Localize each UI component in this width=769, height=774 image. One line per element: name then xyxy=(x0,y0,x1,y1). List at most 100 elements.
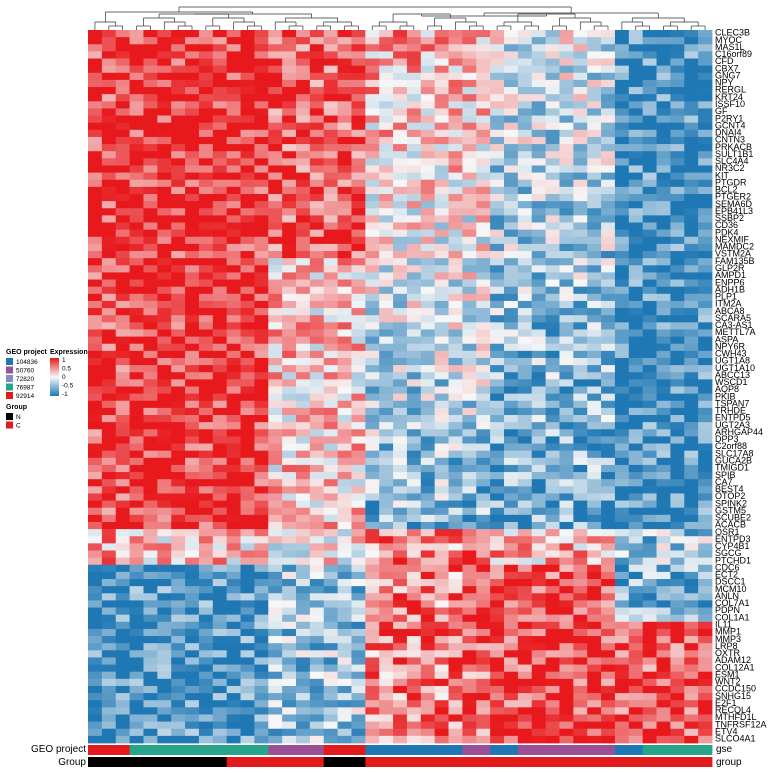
heatmap-cell xyxy=(614,657,630,665)
heatmap-cell xyxy=(212,329,228,337)
heatmap-cell xyxy=(517,94,533,102)
heatmap-cell xyxy=(296,628,311,637)
heatmap-cell xyxy=(309,678,325,687)
heatmap-cell xyxy=(157,286,172,295)
gene-label: CNTN3 xyxy=(715,135,745,145)
heatmap-cell xyxy=(434,714,449,723)
heatmap-cell xyxy=(559,678,574,687)
heatmap-cell xyxy=(365,272,380,280)
heatmap-cell xyxy=(323,650,338,658)
heatmap-cell xyxy=(462,657,477,665)
heatmap-cell xyxy=(323,208,338,216)
heatmap-cell xyxy=(198,643,214,651)
heatmap-cell xyxy=(628,350,644,359)
heatmap-cell xyxy=(698,236,713,245)
gse-annotation-cell xyxy=(573,745,588,755)
heatmap-cell xyxy=(406,136,422,145)
heatmap-cell xyxy=(448,51,463,59)
heatmap-cell xyxy=(601,215,616,223)
heatmap-cell xyxy=(642,357,657,366)
heatmap-cell xyxy=(296,122,311,131)
heatmap-cell xyxy=(587,308,602,316)
heatmap-cell xyxy=(365,486,380,494)
heatmap-cell xyxy=(226,65,241,74)
heatmap-cell xyxy=(545,379,560,387)
heatmap-cell xyxy=(296,593,311,601)
gene-label: MYOC xyxy=(715,35,743,45)
heatmap-cell xyxy=(698,251,713,259)
heatmap-cell xyxy=(88,336,103,345)
heatmap-cell xyxy=(698,186,713,195)
heatmap-cell xyxy=(88,543,103,551)
heatmap-cell xyxy=(462,286,477,295)
heatmap-cell xyxy=(212,94,228,102)
heatmap-cell xyxy=(254,193,269,202)
heatmap-cell xyxy=(531,450,546,459)
heatmap-cell xyxy=(698,322,713,330)
heatmap-cell xyxy=(240,464,255,473)
heatmap-cell xyxy=(448,44,463,52)
heatmap-cell xyxy=(670,735,685,744)
heatmap-cell xyxy=(656,678,671,687)
heatmap-cell xyxy=(490,386,505,395)
heatmap-cell xyxy=(517,386,533,395)
heatmap-cell xyxy=(198,65,214,74)
heatmap-cell xyxy=(434,265,449,273)
heatmap-cell xyxy=(379,101,394,109)
heatmap-cell xyxy=(670,479,685,487)
heatmap-cell xyxy=(157,636,172,644)
heatmap-cell xyxy=(185,94,200,102)
heatmap-cell xyxy=(129,329,144,337)
heatmap-cell xyxy=(240,685,255,694)
heatmap-cell xyxy=(101,179,117,188)
heatmap-cell xyxy=(698,600,713,608)
heatmap-cell xyxy=(406,393,422,402)
heatmap-cell xyxy=(448,493,463,501)
heatmap-cell xyxy=(545,343,560,352)
heatmap-cell xyxy=(337,386,352,395)
heatmap-cell xyxy=(365,457,380,466)
heatmap-cell xyxy=(115,514,130,523)
heatmap-cell xyxy=(670,436,685,444)
gene-label: ENTPD3 xyxy=(715,534,751,544)
heatmap-cell xyxy=(393,457,408,466)
gse-row-label: gse xyxy=(716,744,733,755)
heatmap-cell xyxy=(545,479,560,487)
heatmap-cell xyxy=(434,707,449,715)
heatmap-cell xyxy=(684,443,699,452)
heatmap-cell xyxy=(642,636,657,644)
heatmap-cell xyxy=(185,714,200,723)
heatmap-cell xyxy=(143,94,158,102)
heatmap-cell xyxy=(656,393,671,402)
heatmap-cell xyxy=(545,44,560,52)
heatmap-cell xyxy=(282,671,297,680)
heatmap-cell xyxy=(309,386,325,395)
heatmap-cell xyxy=(462,372,477,380)
heatmap-cell xyxy=(642,222,657,231)
heatmap-cell xyxy=(129,735,144,744)
heatmap-cell xyxy=(337,557,352,566)
heatmap-cell xyxy=(351,165,366,173)
heatmap-cell xyxy=(240,279,255,288)
heatmap-cell xyxy=(434,507,449,516)
gene-label: EPB41L3 xyxy=(715,206,753,216)
heatmap-cell xyxy=(448,258,463,266)
heatmap-cell xyxy=(448,65,463,74)
gene-label: ENTPD5 xyxy=(715,413,751,423)
heatmap-cell xyxy=(434,308,449,316)
heatmap-cell xyxy=(88,300,103,309)
heatmap-cell xyxy=(143,215,158,223)
heatmap-cell xyxy=(101,186,117,195)
heatmap-cell xyxy=(601,101,616,109)
heatmap-cell xyxy=(531,521,546,530)
heatmap-cell xyxy=(323,115,338,124)
heatmap-cell xyxy=(212,343,228,352)
heatmap-cell xyxy=(379,721,394,730)
heatmap-cell xyxy=(240,236,255,245)
heatmap-cell xyxy=(129,51,144,59)
heatmap-cell xyxy=(337,122,352,131)
heatmap-cell xyxy=(282,571,297,580)
heatmap-cell xyxy=(448,336,463,345)
group-annotation-cell xyxy=(185,757,200,767)
heatmap-cell xyxy=(490,94,505,102)
